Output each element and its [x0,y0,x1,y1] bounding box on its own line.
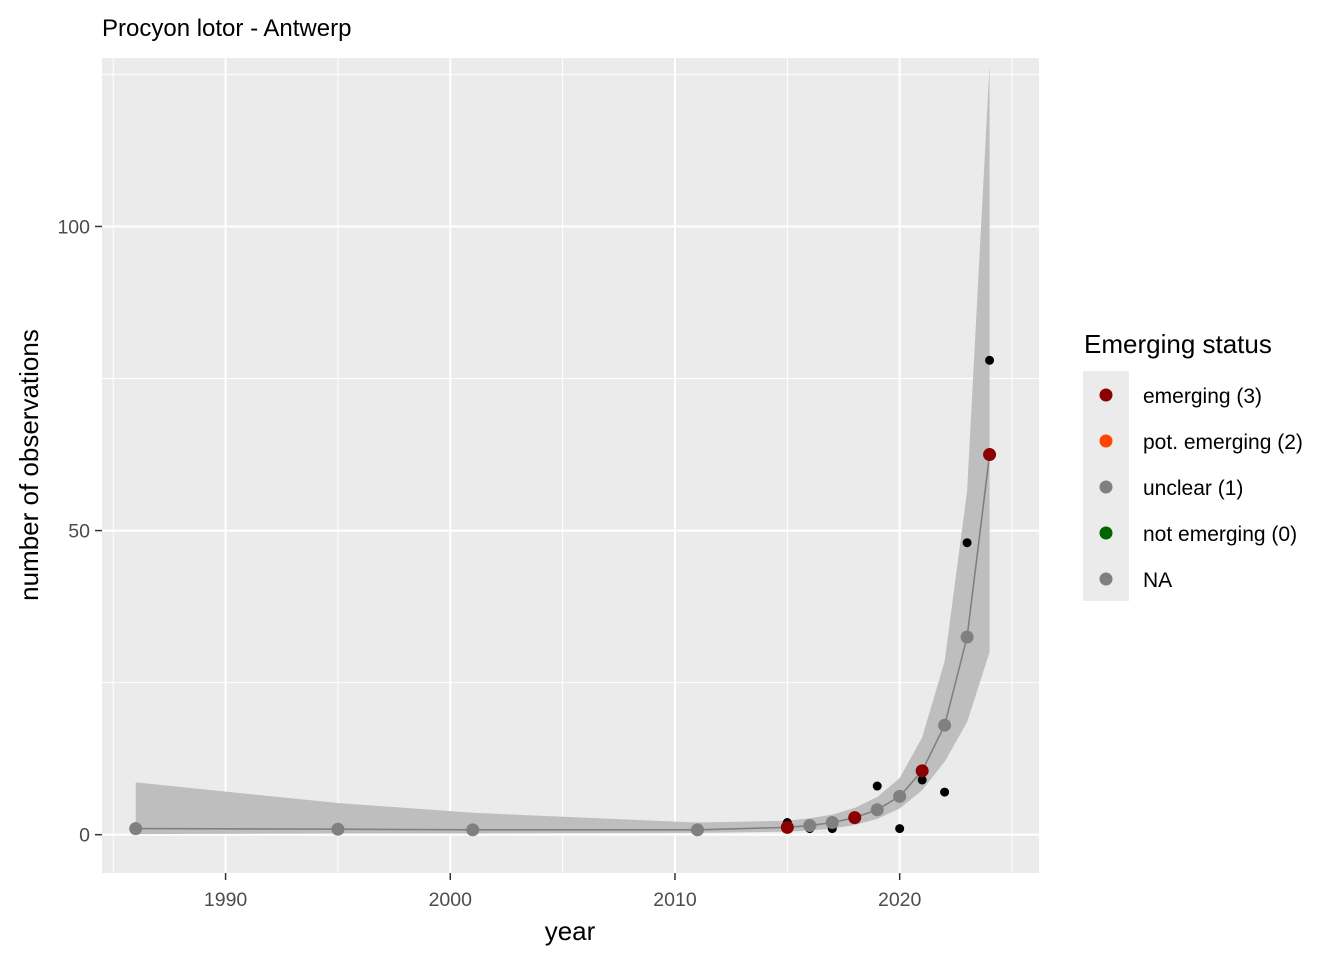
observed-point [962,538,972,548]
fit-point [848,811,862,825]
major-grid [102,58,1039,873]
legend-label: emerging (3) [1143,385,1262,408]
legend-label: NA [1143,569,1172,592]
x-axis-title: year [545,916,596,946]
fit-point [780,820,794,834]
legend-label: unclear (1) [1143,477,1243,500]
y-axis-title: number of observations [14,329,44,601]
legend-key [1099,434,1113,448]
legend-key [1099,526,1113,540]
legend-key [1099,388,1113,402]
legend-label: not emerging (0) [1143,523,1297,546]
fit-point [870,803,884,817]
fit-point [825,816,839,830]
legend-key [1099,572,1113,586]
observed-point [872,781,882,791]
legend-label: pot. emerging (2) [1143,431,1303,454]
minor-grid [102,58,1039,873]
fit-point [690,823,704,837]
chart-title: Procyon lotor - Antwerp [102,15,351,42]
observed-point [985,355,995,365]
fit-point [129,822,143,836]
observed-point [917,775,927,785]
x-tick-label: 1990 [204,889,248,911]
fit-point [960,630,974,644]
x-tick-label: 2020 [878,889,922,911]
y-tick-label: 0 [79,825,90,847]
legend-key [1099,480,1113,494]
x-axis: 1990 2000 2010 2020 [204,873,922,911]
observed-point [895,824,905,834]
fit-point [893,789,907,803]
fit-point [466,823,480,837]
fit-point [331,822,345,836]
y-tick-label: 100 [57,216,90,238]
x-tick-label: 2000 [429,889,473,911]
y-tick-label: 50 [68,521,90,543]
fit-point [983,448,997,462]
legend-items: emerging (3) pot. emerging (2) unclear (1)… [1099,385,1303,592]
fit-point [938,718,952,732]
fit-points [129,448,997,837]
fit-point [803,819,817,833]
fit-point [915,764,929,778]
observed-point [940,787,950,797]
legend: Emerging status emerging (3) pot. emergin… [1083,329,1303,601]
plot-panel [102,58,1039,873]
fit-line [135,454,991,831]
x-tick-label: 2010 [653,889,697,911]
legend-title: Emerging status [1084,329,1272,359]
y-axis: 0 50 100 [57,216,102,847]
